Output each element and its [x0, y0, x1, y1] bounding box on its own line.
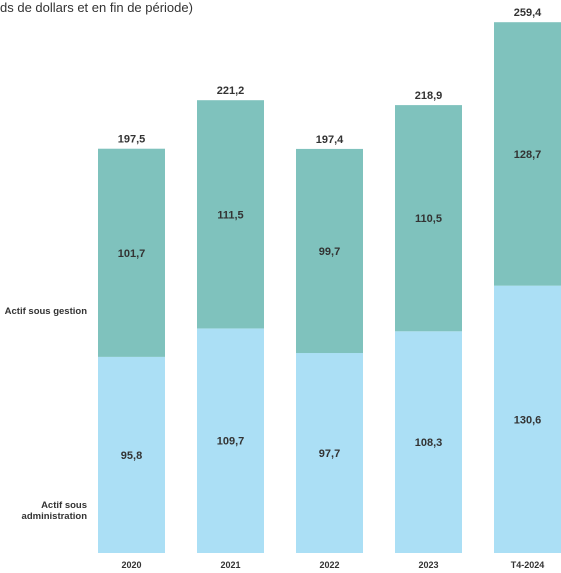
data-label-aua: 97,7: [319, 448, 340, 460]
bar-segment-aum: [395, 105, 462, 332]
x-tick-label: 2021: [220, 560, 240, 570]
bar-segment-aua: [197, 328, 264, 553]
total-label: 221,2: [217, 85, 245, 97]
bar-segment-aum: [98, 148, 165, 357]
bar-segment-aua: [296, 353, 363, 553]
x-tick-label: T4-2024: [511, 560, 545, 570]
x-tick-label: 2023: [418, 560, 438, 570]
data-label-aua: 109,7: [217, 436, 245, 448]
x-tick-label: 2020: [121, 560, 141, 570]
chart-subtitle: ds de dollars et en fin de période): [0, 0, 193, 15]
data-label-aum: 99,7: [319, 246, 340, 258]
series-label-aua: Actif sous administration: [21, 500, 87, 522]
data-label-aua: 130,6: [514, 414, 542, 426]
total-label: 259,4: [514, 7, 542, 19]
data-label-aum: 111,5: [217, 209, 243, 221]
bar-segment-aua: [98, 356, 165, 553]
bar-segment-aua: [494, 285, 561, 553]
data-label-aum: 110,5: [415, 213, 442, 225]
bar-segment-aum: [296, 148, 363, 354]
total-label: 197,5: [118, 134, 146, 146]
data-label-aum: 101,7: [118, 248, 146, 260]
data-label-aua: 95,8: [121, 450, 142, 462]
x-tick-label: 2022: [319, 560, 339, 570]
total-label: 197,4: [316, 134, 344, 146]
data-label-aum: 128,7: [514, 149, 542, 161]
total-label: 218,9: [415, 90, 443, 102]
data-label-aua: 108,3: [415, 437, 443, 449]
bar-segment-aum: [197, 100, 264, 329]
series-label-aum: Actif sous gestion: [4, 306, 87, 317]
bar-segment-aum: [494, 22, 561, 286]
bar-segment-aua: [395, 331, 462, 553]
